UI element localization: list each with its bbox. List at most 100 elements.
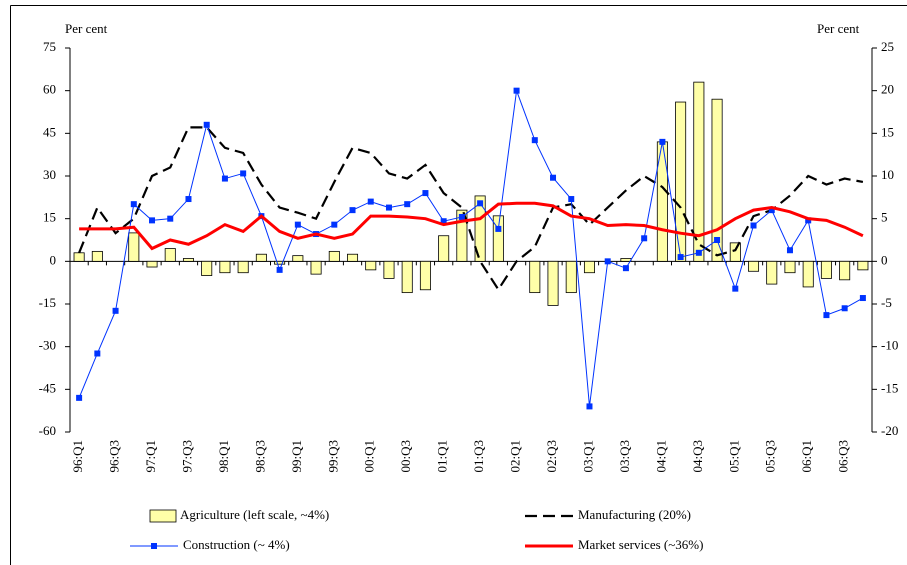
marker <box>550 174 557 181</box>
marker <box>112 307 119 314</box>
bar <box>91 250 103 262</box>
x-tick-label: 01:Q1 <box>435 440 450 473</box>
marker <box>823 312 830 319</box>
bar <box>711 98 723 262</box>
marker <box>732 285 739 292</box>
x-tick-label: 96:Q1 <box>70 440 85 473</box>
bar <box>492 215 504 262</box>
bar <box>274 260 286 265</box>
legend-label: Market services (~36%) <box>578 537 703 552</box>
y-tick-label: 15 <box>43 210 56 225</box>
bar <box>219 260 231 274</box>
marker <box>768 207 775 214</box>
bar <box>383 260 395 279</box>
legend-swatch <box>149 509 177 523</box>
bar <box>310 260 322 275</box>
line <box>79 201 864 251</box>
y-tick-label: 60 <box>43 82 56 97</box>
marker <box>568 196 575 203</box>
x-tick-label: 06:Q1 <box>799 440 814 473</box>
bar <box>565 260 577 294</box>
y-tick-label: -30 <box>39 338 56 353</box>
x-tick-label: 98:Q3 <box>252 440 267 473</box>
y2-tick-label: -15 <box>881 380 898 395</box>
y-tick-label: -60 <box>39 423 56 438</box>
x-tick-label: 01:Q3 <box>471 440 486 473</box>
y2-tick-label: 0 <box>881 252 888 267</box>
bar <box>255 253 267 262</box>
marker <box>167 215 174 222</box>
legend-label: Agriculture (left scale, ~4%) <box>180 507 329 522</box>
bar <box>419 260 431 291</box>
bar <box>748 260 760 272</box>
bar <box>347 253 359 262</box>
y2-tick-label: 20 <box>881 82 894 97</box>
marker <box>641 235 648 242</box>
marker <box>276 266 283 273</box>
bar <box>820 260 832 279</box>
y-tick-label: -15 <box>39 295 56 310</box>
marker <box>714 237 721 243</box>
y2-tick-label: -10 <box>881 338 898 353</box>
marker <box>294 221 301 228</box>
y-tick-label: -45 <box>39 380 56 395</box>
bar <box>839 260 851 281</box>
bar <box>766 260 778 285</box>
bar <box>328 250 340 262</box>
x-tick-label: 02:Q3 <box>544 440 559 473</box>
marker <box>495 225 502 232</box>
x-tick-label: 97:Q3 <box>179 440 194 473</box>
legend-label: Construction (~ 4%) <box>183 537 290 552</box>
bar <box>292 255 304 262</box>
marker <box>422 190 429 197</box>
marker <box>677 254 684 261</box>
marker <box>440 218 447 225</box>
marker <box>404 201 411 208</box>
bar <box>620 258 632 262</box>
marker <box>859 295 866 302</box>
marker <box>221 175 228 182</box>
marker <box>604 258 611 265</box>
y-tick-label: 0 <box>50 252 57 267</box>
bar <box>456 209 468 262</box>
x-tick-label: 03:Q3 <box>617 440 632 473</box>
bar <box>729 242 741 262</box>
marker <box>94 350 101 357</box>
bar <box>675 101 687 262</box>
bar <box>128 232 140 262</box>
marker <box>622 265 629 272</box>
bar <box>474 195 486 262</box>
x-tick-label: 04:Q3 <box>690 440 705 473</box>
x-tick-label: 02:Q1 <box>508 440 523 473</box>
x-tick-label: 06:Q3 <box>836 440 851 473</box>
bar <box>693 81 705 262</box>
y-tick-label: 45 <box>43 124 56 139</box>
x-tick-label: 99:Q3 <box>325 440 340 473</box>
y2-tick-label: 15 <box>881 124 894 139</box>
y-axis-label: Per cent <box>65 21 108 36</box>
x-tick-label: 96:Q3 <box>107 440 122 473</box>
y2-tick-label: 5 <box>881 210 888 225</box>
x-tick-label: 00:Q1 <box>362 440 377 473</box>
marker <box>805 217 812 224</box>
x-tick-label: 05:Q1 <box>726 440 741 473</box>
x-tick-label: 00:Q3 <box>398 440 413 473</box>
x-tick-label: 99:Q1 <box>289 440 304 473</box>
x-tick-label: 04:Q1 <box>653 440 668 473</box>
x-tick-label: 97:Q1 <box>143 440 158 473</box>
y-tick-label: 30 <box>43 167 56 182</box>
y2-tick-label: -5 <box>881 295 892 310</box>
marker <box>367 198 374 205</box>
marker <box>240 170 247 177</box>
legend-label: Manufacturing (20%) <box>578 507 691 522</box>
marker <box>695 249 702 256</box>
bar <box>365 260 377 271</box>
marker <box>130 201 137 208</box>
marker <box>750 222 757 229</box>
marker <box>659 138 666 145</box>
bar <box>237 260 249 274</box>
line <box>78 90 864 407</box>
bar <box>802 260 814 288</box>
